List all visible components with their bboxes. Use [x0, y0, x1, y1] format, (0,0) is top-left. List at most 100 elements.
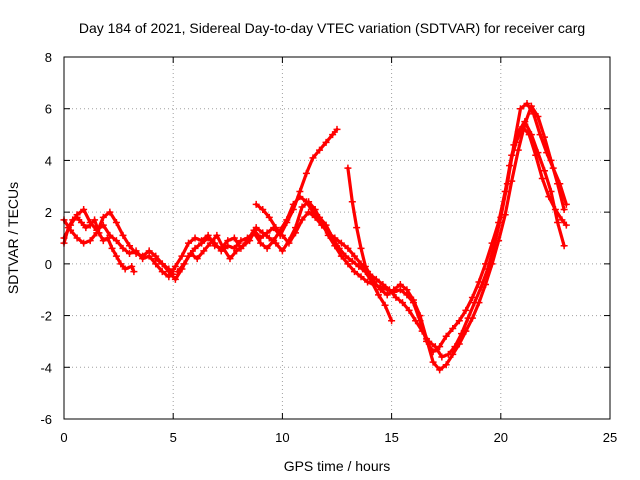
- plot-frame: [63, 56, 611, 420]
- data-point: [139, 255, 147, 263]
- series-track-1: [62, 210, 175, 276]
- data-series: [60, 100, 570, 374]
- data-point: [226, 255, 234, 263]
- data-point: [193, 255, 201, 263]
- data-point: [558, 216, 566, 224]
- data-point: [86, 218, 94, 226]
- data-point: [265, 213, 273, 221]
- data-point: [551, 206, 559, 214]
- data-point: [399, 299, 407, 307]
- data-point: [442, 332, 450, 340]
- data-point: [381, 301, 389, 309]
- data-point: [403, 286, 411, 294]
- data-point: [91, 216, 99, 224]
- data-point: [451, 343, 459, 351]
- data-point: [497, 213, 505, 221]
- data-point: [93, 226, 101, 234]
- data-point: [560, 242, 568, 250]
- data-point: [350, 268, 358, 276]
- data-point: [263, 244, 271, 252]
- data-point: [112, 237, 120, 245]
- data-point: [311, 213, 319, 221]
- data-point: [108, 244, 116, 252]
- data-point: [436, 366, 444, 374]
- data-point: [416, 312, 424, 320]
- data-point: [418, 327, 426, 335]
- data-point: [302, 169, 310, 177]
- data-point: [112, 252, 120, 260]
- data-point: [374, 291, 382, 299]
- data-point: [490, 242, 498, 250]
- y-tick-label: 0: [45, 257, 52, 272]
- data-point: [305, 208, 313, 216]
- axis-ticks: 0 5 10 15 20 25 -6 -4 -2 0 2 4 6 8: [40, 50, 617, 445]
- data-point: [233, 247, 241, 255]
- data-point: [562, 221, 570, 229]
- data-point: [383, 291, 391, 299]
- data-point: [431, 343, 439, 351]
- data-point: [265, 234, 273, 242]
- data-point: [543, 149, 551, 157]
- data-point: [99, 237, 107, 245]
- data-point: [462, 306, 470, 314]
- data-point: [429, 358, 437, 366]
- data-point: [562, 200, 570, 208]
- x-tick-label: 25: [603, 430, 617, 445]
- data-point: [117, 260, 125, 268]
- data-point: [219, 244, 227, 252]
- data-point: [385, 286, 393, 294]
- x-tick-label: 10: [275, 430, 289, 445]
- series-track-6: [254, 104, 566, 372]
- data-point: [82, 224, 90, 232]
- data-point: [278, 247, 286, 255]
- data-point: [331, 242, 339, 250]
- data-point: [412, 317, 420, 325]
- data-point: [165, 268, 173, 276]
- data-point: [278, 231, 286, 239]
- data-point: [145, 252, 153, 260]
- data-point: [272, 224, 280, 232]
- data-point: [444, 350, 452, 358]
- data-point: [344, 244, 352, 252]
- data-point: [484, 265, 492, 273]
- data-point: [246, 237, 254, 245]
- data-point: [237, 237, 245, 245]
- data-point: [200, 247, 208, 255]
- data-point: [184, 239, 192, 247]
- data-point: [530, 110, 538, 118]
- data-point: [298, 216, 306, 224]
- data-point: [372, 275, 380, 283]
- data-point: [191, 234, 199, 242]
- data-point: [438, 353, 446, 361]
- data-point: [337, 239, 345, 247]
- data-point: [536, 131, 544, 139]
- data-point: [477, 283, 485, 291]
- data-point: [350, 252, 358, 260]
- data-point: [77, 218, 85, 226]
- data-point: [331, 234, 339, 242]
- data-point: [80, 206, 88, 214]
- data-point: [329, 131, 337, 139]
- data-point: [425, 337, 433, 345]
- data-point: [455, 317, 463, 325]
- data-point: [272, 239, 280, 247]
- x-tick-label: 5: [170, 430, 177, 445]
- data-point: [519, 123, 527, 131]
- data-point: [257, 239, 265, 247]
- data-point: [457, 330, 465, 338]
- y-tick-label: 8: [45, 50, 52, 65]
- data-point: [514, 146, 522, 154]
- data-point: [285, 239, 293, 247]
- chart-title: Day 184 of 2021, Sidereal Day-to-day VTE…: [79, 20, 585, 36]
- data-point: [99, 221, 107, 229]
- data-point: [112, 218, 120, 226]
- data-point: [204, 234, 212, 242]
- data-point: [523, 100, 531, 108]
- data-point: [344, 260, 352, 268]
- data-point: [171, 262, 179, 270]
- data-point: [213, 231, 221, 239]
- data-point: [206, 239, 214, 247]
- data-point: [128, 262, 136, 270]
- data-point: [158, 268, 166, 276]
- data-point: [180, 260, 188, 268]
